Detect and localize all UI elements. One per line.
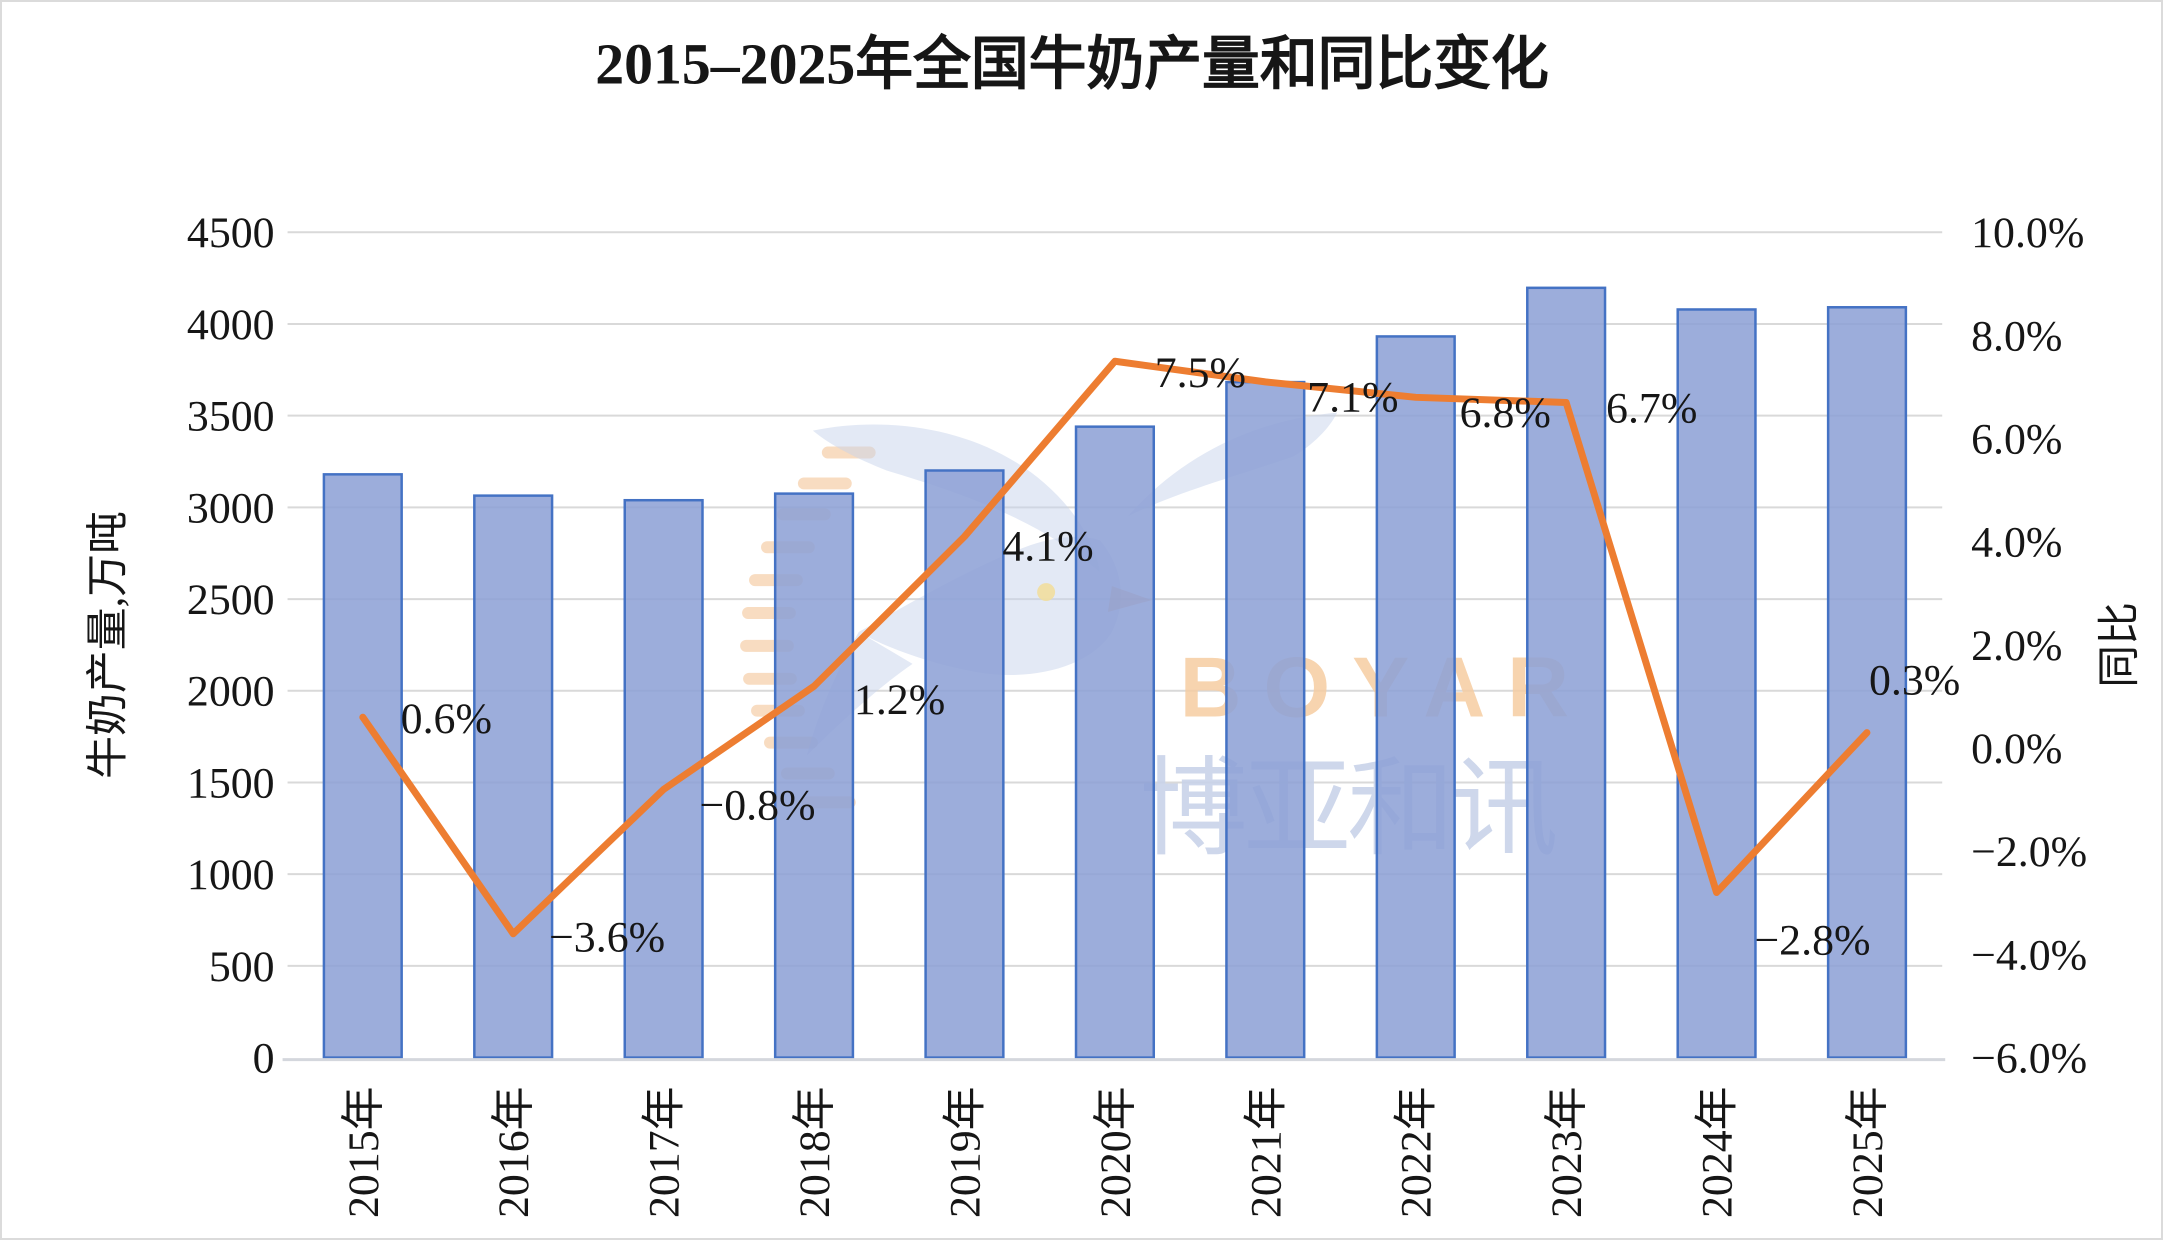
line-data-label: −0.8% [700,781,816,829]
line-data-label: 6.8% [1460,389,1551,437]
left-axis-tick: 500 [209,943,275,991]
x-axis-tick: 2022年 [1393,1086,1441,1218]
x-axis-tick: 2024年 [1693,1086,1741,1218]
left-axis-tick: 4500 [187,209,275,257]
bar-2025年 [1826,306,1908,1059]
x-axis-tick: 2015年 [340,1086,388,1218]
bar-2023年 [1526,286,1607,1059]
x-axis-tick: 2018年 [791,1086,839,1218]
right-axis-tick: 6.0% [1971,416,2062,464]
left-axis-tick: 1500 [187,759,275,807]
line-data-label: 7.5% [1155,349,1246,397]
line-data-label: 6.7% [1606,384,1697,432]
x-axis-tick: 2021年 [1242,1086,1290,1218]
line-data-label: 4.1% [1002,523,1093,571]
right-axis-tick: 10.0% [1971,209,2084,257]
line-data-label: 0.3% [1869,657,1960,705]
x-axis-tick: 2025年 [1844,1086,1892,1218]
bar-2015年 [322,473,403,1059]
left-axis-tick-labels: 0 500 1000 1500 2000 2500 3000 3500 4000 4500 [187,209,275,1082]
left-axis-tick: 4000 [187,301,275,349]
bar-2024年 [1676,308,1757,1059]
right-axis-tick: 2.0% [1971,622,2062,670]
x-axis-tick: 2020年 [1092,1086,1140,1218]
bar-2016年 [473,494,554,1059]
watermark-bird-eye-icon [1037,583,1056,602]
bar-2017年 [623,498,704,1059]
left-axis-tick: 2500 [187,576,275,624]
bar-2020年 [1074,425,1156,1059]
left-axis-tick: 2000 [187,668,275,716]
right-axis-tick: −6.0% [1971,1035,2087,1083]
line-data-label: −3.6% [549,914,665,962]
watermark-stripe [797,477,852,490]
left-axis-tick: 3500 [187,393,275,441]
x-axis-tick: 2023年 [1543,1086,1591,1218]
right-axis-tick: −4.0% [1971,931,2087,979]
line-data-label: 1.2% [854,676,945,724]
right-axis-title: 同比 [2097,602,2144,688]
left-axis-title: 牛奶产量,万吨 [85,511,132,779]
right-axis-tick: −2.0% [1971,828,2087,876]
line-data-label: −2.8% [1754,916,1870,964]
chart-title: 2015–2025年全国牛奶产量和同比变化 [595,32,1549,97]
yoy-line-series [359,357,1871,938]
right-axis-tick: 0.0% [1971,725,2062,773]
right-axis-tick: 4.0% [1971,519,2062,567]
left-axis-tick: 1000 [187,851,275,899]
left-axis-tick: 0 [253,1035,275,1083]
bar-2018年 [773,492,855,1059]
bar-2019年 [924,469,1005,1059]
left-axis-tick: 3000 [187,484,275,532]
x-axis-tick: 2017年 [641,1086,689,1218]
watermark-bird-left-wing-icon [812,424,1100,573]
category-axis-tick-labels: 2015年 2016年 2017年 2018年 2019年 2020年 2021年 2022年… [340,1086,1892,1218]
bar-series [322,286,1908,1059]
bar-2021年 [1225,380,1306,1059]
right-axis-tick-labels: −6.0% −4.0% −2.0% 0.0% 2.0% 4.0% 6.0% 8.0% 10.0% [1971,209,2087,1082]
line-data-label: 7.1% [1307,374,1398,422]
watermark: BOYAR 博亚和讯 [740,412,1569,869]
x-axis-tick: 2016年 [490,1086,538,1218]
x-axis-tick: 2019年 [941,1086,989,1218]
bar-2022年 [1375,335,1456,1059]
right-axis-tick: 8.0% [1971,312,2062,360]
watermark-text-cjk: 博亚和讯 [1140,750,1556,869]
line-data-label: 0.6% [401,695,492,743]
line-data-labels: 0.6% −3.6% −0.8% 1.2% 4.1% 7.5% 7.1% 6.8% 6.7% −2… [401,349,1961,964]
